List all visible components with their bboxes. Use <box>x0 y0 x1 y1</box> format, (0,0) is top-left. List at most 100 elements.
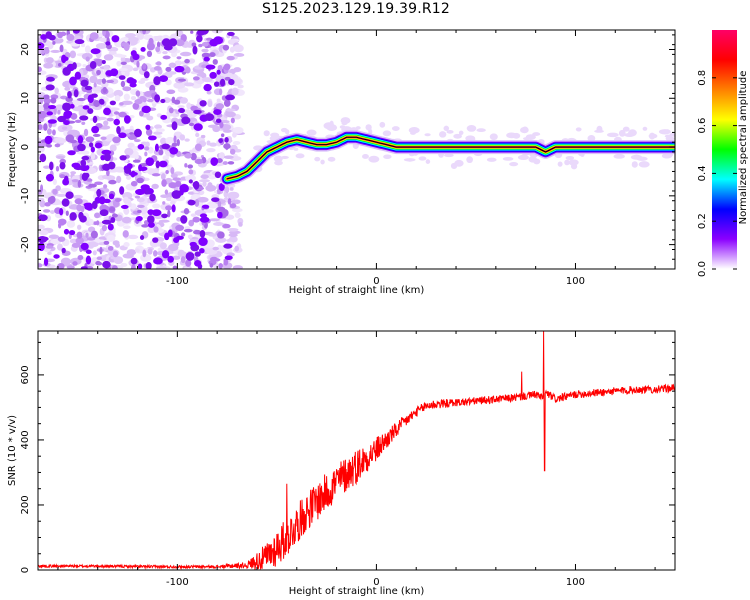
noise-speckle <box>222 161 229 165</box>
noise-speckle <box>216 98 221 103</box>
noise-speckle <box>50 210 55 214</box>
noise-speckle <box>130 96 137 101</box>
noise-peak <box>111 35 120 43</box>
noise-peak <box>213 109 222 115</box>
noise-speckle <box>90 230 98 239</box>
noise-peak <box>48 104 57 110</box>
noise-speckle <box>113 89 124 98</box>
noise-speckle <box>227 136 232 142</box>
line-area <box>38 331 675 570</box>
noise-speckle <box>95 260 101 266</box>
noise-speckle <box>72 261 78 266</box>
noise-speckle <box>101 224 107 232</box>
noise-speckle <box>180 97 188 104</box>
y-tick-label: 600 <box>20 365 31 384</box>
noise-speckle <box>139 110 144 117</box>
noise-peak <box>137 263 143 269</box>
noise-peak <box>43 257 49 267</box>
ridge-halo <box>368 155 380 163</box>
noise-speckle <box>231 199 241 205</box>
noise-peak <box>118 132 127 139</box>
noise-speckle <box>179 51 192 57</box>
noise-speckle <box>185 174 197 182</box>
noise-speckle <box>132 159 141 163</box>
noise-speckle <box>59 174 66 179</box>
noise-speckle <box>201 72 207 79</box>
noise-speckle <box>121 216 132 224</box>
y-tick-label: 400 <box>20 430 31 449</box>
noise-speckle <box>118 111 127 118</box>
noise-speckle <box>65 96 73 103</box>
noise-speckle <box>170 173 178 179</box>
x-tick-label: -100 <box>166 276 189 287</box>
noise-speckle <box>123 208 129 214</box>
noise-speckle <box>162 50 168 55</box>
noise-speckle <box>152 203 161 209</box>
noise-peak <box>80 266 88 269</box>
noise-peak <box>209 38 219 47</box>
noise-speckle <box>175 224 185 231</box>
noise-speckle <box>84 161 94 165</box>
noise-speckle <box>190 152 197 161</box>
y-tick-label: 200 <box>20 495 31 514</box>
noise-peak <box>79 115 89 121</box>
ridge-halo <box>418 156 427 161</box>
noise-peak <box>59 161 66 170</box>
heatmap-area <box>38 30 675 269</box>
noise-speckle <box>77 224 82 230</box>
noise-speckle <box>134 154 139 160</box>
noise-speckle <box>109 144 117 152</box>
noise-speckle <box>41 142 47 148</box>
noise-peak <box>204 113 215 121</box>
noise-speckle <box>177 249 186 258</box>
noise-speckle <box>184 226 191 230</box>
noise-peak <box>67 91 72 99</box>
noise-peak <box>199 230 206 238</box>
noise-speckle <box>155 128 165 133</box>
noise-speckle <box>201 48 209 53</box>
noise-speckle <box>173 135 177 144</box>
noise-peak <box>77 143 86 152</box>
noise-speckle <box>106 170 110 177</box>
noise-speckle <box>77 255 84 261</box>
noise-speckle <box>53 106 57 115</box>
noise-speckle <box>201 77 213 83</box>
noise-speckle <box>168 182 178 189</box>
noise-speckle <box>40 184 44 193</box>
noise-speckle <box>56 155 65 159</box>
ridge-halo <box>557 161 563 167</box>
noise-speckle <box>47 41 54 50</box>
noise-peak <box>101 219 112 225</box>
noise-speckle <box>164 189 169 195</box>
noise-speckle <box>120 80 126 88</box>
noise-speckle <box>192 76 200 81</box>
noise-speckle <box>98 72 108 79</box>
noise-speckle <box>209 52 216 58</box>
noise-peak <box>167 229 173 237</box>
ridge-halo <box>273 155 283 163</box>
noise-speckle <box>217 200 222 208</box>
noise-speckle <box>123 196 129 204</box>
noise-speckle <box>60 31 67 37</box>
noise-speckle <box>64 86 71 91</box>
noise-speckle <box>176 217 182 222</box>
y-axis-label: SNR (10 * v/v) <box>7 415 18 486</box>
y-tick-label: 0 <box>20 144 31 150</box>
noise-peak <box>102 260 111 269</box>
noise-speckle <box>130 180 138 187</box>
noise-peak <box>67 150 76 156</box>
snr-panel: -100 0 100 0 200 400 600 Height of straight lin… <box>7 330 676 597</box>
noise-speckle <box>44 46 49 51</box>
noise-peak <box>199 247 205 254</box>
noise-speckle <box>78 108 87 117</box>
noise-speckle <box>126 175 132 180</box>
noise-peak <box>40 34 48 40</box>
ridge-trace <box>226 136 675 180</box>
noise-speckle <box>114 198 122 203</box>
noise-speckle <box>190 30 194 34</box>
noise-peak <box>135 215 143 222</box>
noise-peak <box>184 187 189 192</box>
noise-peak <box>61 247 66 254</box>
noise-speckle <box>227 161 235 165</box>
noise-peak <box>227 31 235 37</box>
